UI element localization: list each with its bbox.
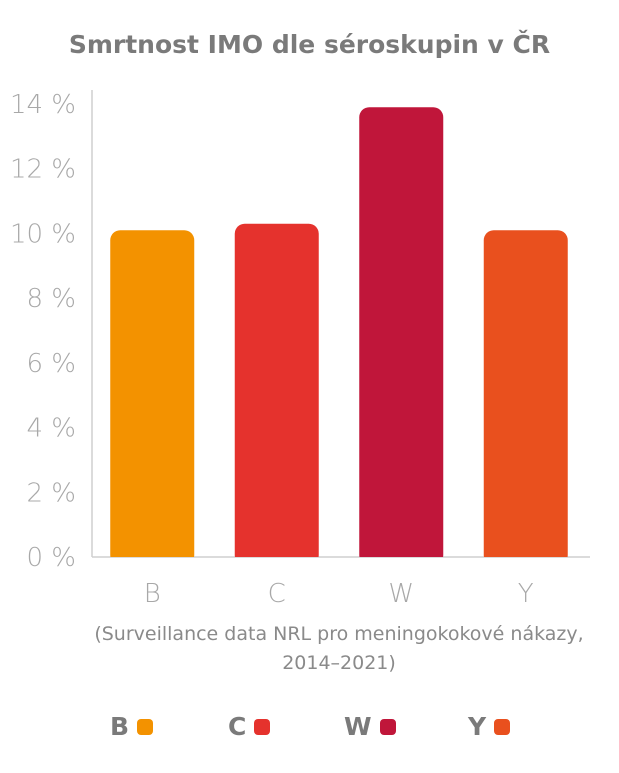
legend-item-c: C — [228, 712, 271, 741]
legend-swatch — [254, 718, 271, 735]
x-tick-label: Y — [518, 579, 534, 609]
legend-item-y: Y — [468, 712, 511, 741]
legend-label: C — [228, 712, 247, 741]
y-tick-label: 8 % — [26, 284, 76, 314]
bar-c — [234, 223, 319, 557]
legend-swatch — [379, 718, 396, 735]
bar-b — [110, 230, 195, 557]
bar-w — [359, 107, 444, 557]
legend-item-w: W — [344, 712, 396, 741]
x-tick-label: C — [268, 579, 286, 609]
y-tick-label: 4 % — [26, 414, 76, 444]
x-tick-label: W — [388, 579, 414, 609]
legend-label: Y — [468, 712, 487, 741]
y-tick-label: 6 % — [26, 349, 76, 379]
legend-swatch — [494, 718, 511, 735]
bars — [110, 107, 568, 557]
x-tick-label: B — [144, 579, 161, 609]
legend-label: W — [344, 712, 372, 741]
legend-item-b: B — [110, 712, 154, 741]
y-tick-label: 0 % — [26, 543, 76, 573]
y-tick-label: 14 % — [10, 90, 76, 120]
bar-y — [483, 230, 568, 557]
y-tick-label: 2 % — [26, 478, 76, 508]
y-tick-labels: 0 % 2 % 4 % 6 % 8 % 10 % 12 % 14 % — [10, 90, 76, 573]
chart-title: Smrtnost IMO dle séroskupin v ČR — [68, 30, 551, 59]
y-tick-label: 12 % — [10, 155, 76, 185]
source-note: (Surveillance data NRL pro meningokokové… — [94, 623, 584, 674]
legend-swatch — [137, 718, 154, 735]
legend-label: B — [110, 712, 130, 741]
y-tick-label: 10 % — [10, 219, 76, 249]
